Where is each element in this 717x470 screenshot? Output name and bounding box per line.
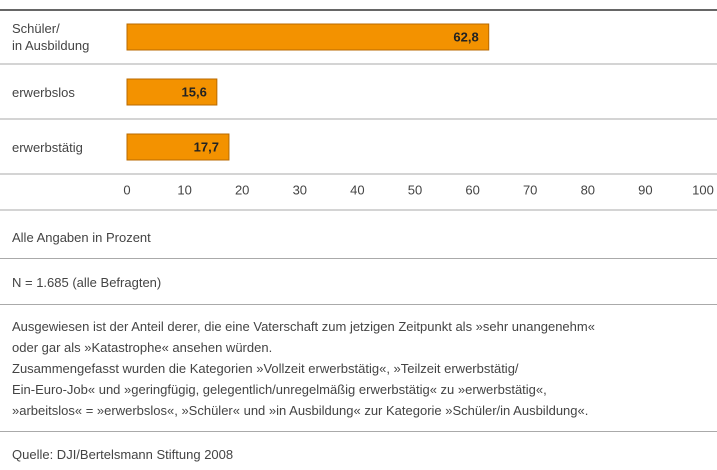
- value-label: 62,8: [453, 29, 478, 44]
- bar: [126, 23, 490, 51]
- chart: 0 10 20 30 40 50 60 70 80 90 100 62,8 15,6 17,7: [0, 9, 717, 211]
- bar: [126, 78, 218, 106]
- x-tick-label: 0: [123, 182, 130, 197]
- x-tick-label: 40: [350, 182, 364, 197]
- value-label: 15,6: [182, 84, 207, 99]
- x-tick-label: 50: [408, 182, 422, 197]
- x-tick-label: 10: [177, 182, 191, 197]
- x-tick-label: 20: [235, 182, 249, 197]
- unit-note: Alle Angaben in Prozent: [12, 230, 151, 245]
- separator: [0, 431, 717, 432]
- source: Quelle: DJI/Bertelsmann Stiftung 2008: [12, 447, 234, 462]
- notes: Ausgewiesen ist der Anteil derer, die ei…: [12, 316, 717, 421]
- x-tick-label: 30: [293, 182, 307, 197]
- separator: [0, 258, 717, 259]
- category-label: erwerbslos: [12, 84, 75, 100]
- note-line: Ausgewiesen ist der Anteil derer, die ei…: [12, 319, 595, 334]
- x-tick-label: 90: [638, 182, 652, 197]
- category-label: erwerbstätig: [12, 139, 83, 155]
- note-line: Ein-Euro-Job« und »geringfügig, gelegent…: [12, 382, 547, 397]
- sample-note: N = 1.685 (alle Befragten): [12, 275, 162, 290]
- note-line: Zusammengefasst wurden die Kategorien »V…: [12, 361, 519, 376]
- note-line: »arbeitslos« = »erwerbslos«, »Schüler« u…: [12, 403, 589, 418]
- category-label: Schüler/ in Ausbildung: [12, 21, 90, 53]
- bar: [126, 133, 230, 161]
- separator: [0, 304, 717, 305]
- x-tick-label: 60: [465, 182, 479, 197]
- x-tick-label: 100: [692, 182, 714, 197]
- value-label: 17,7: [194, 139, 219, 154]
- x-tick-label: 70: [523, 182, 537, 197]
- note-line: oder gar als »Katastrophe« ansehen würde…: [12, 340, 273, 355]
- x-tick-label: 80: [581, 182, 595, 197]
